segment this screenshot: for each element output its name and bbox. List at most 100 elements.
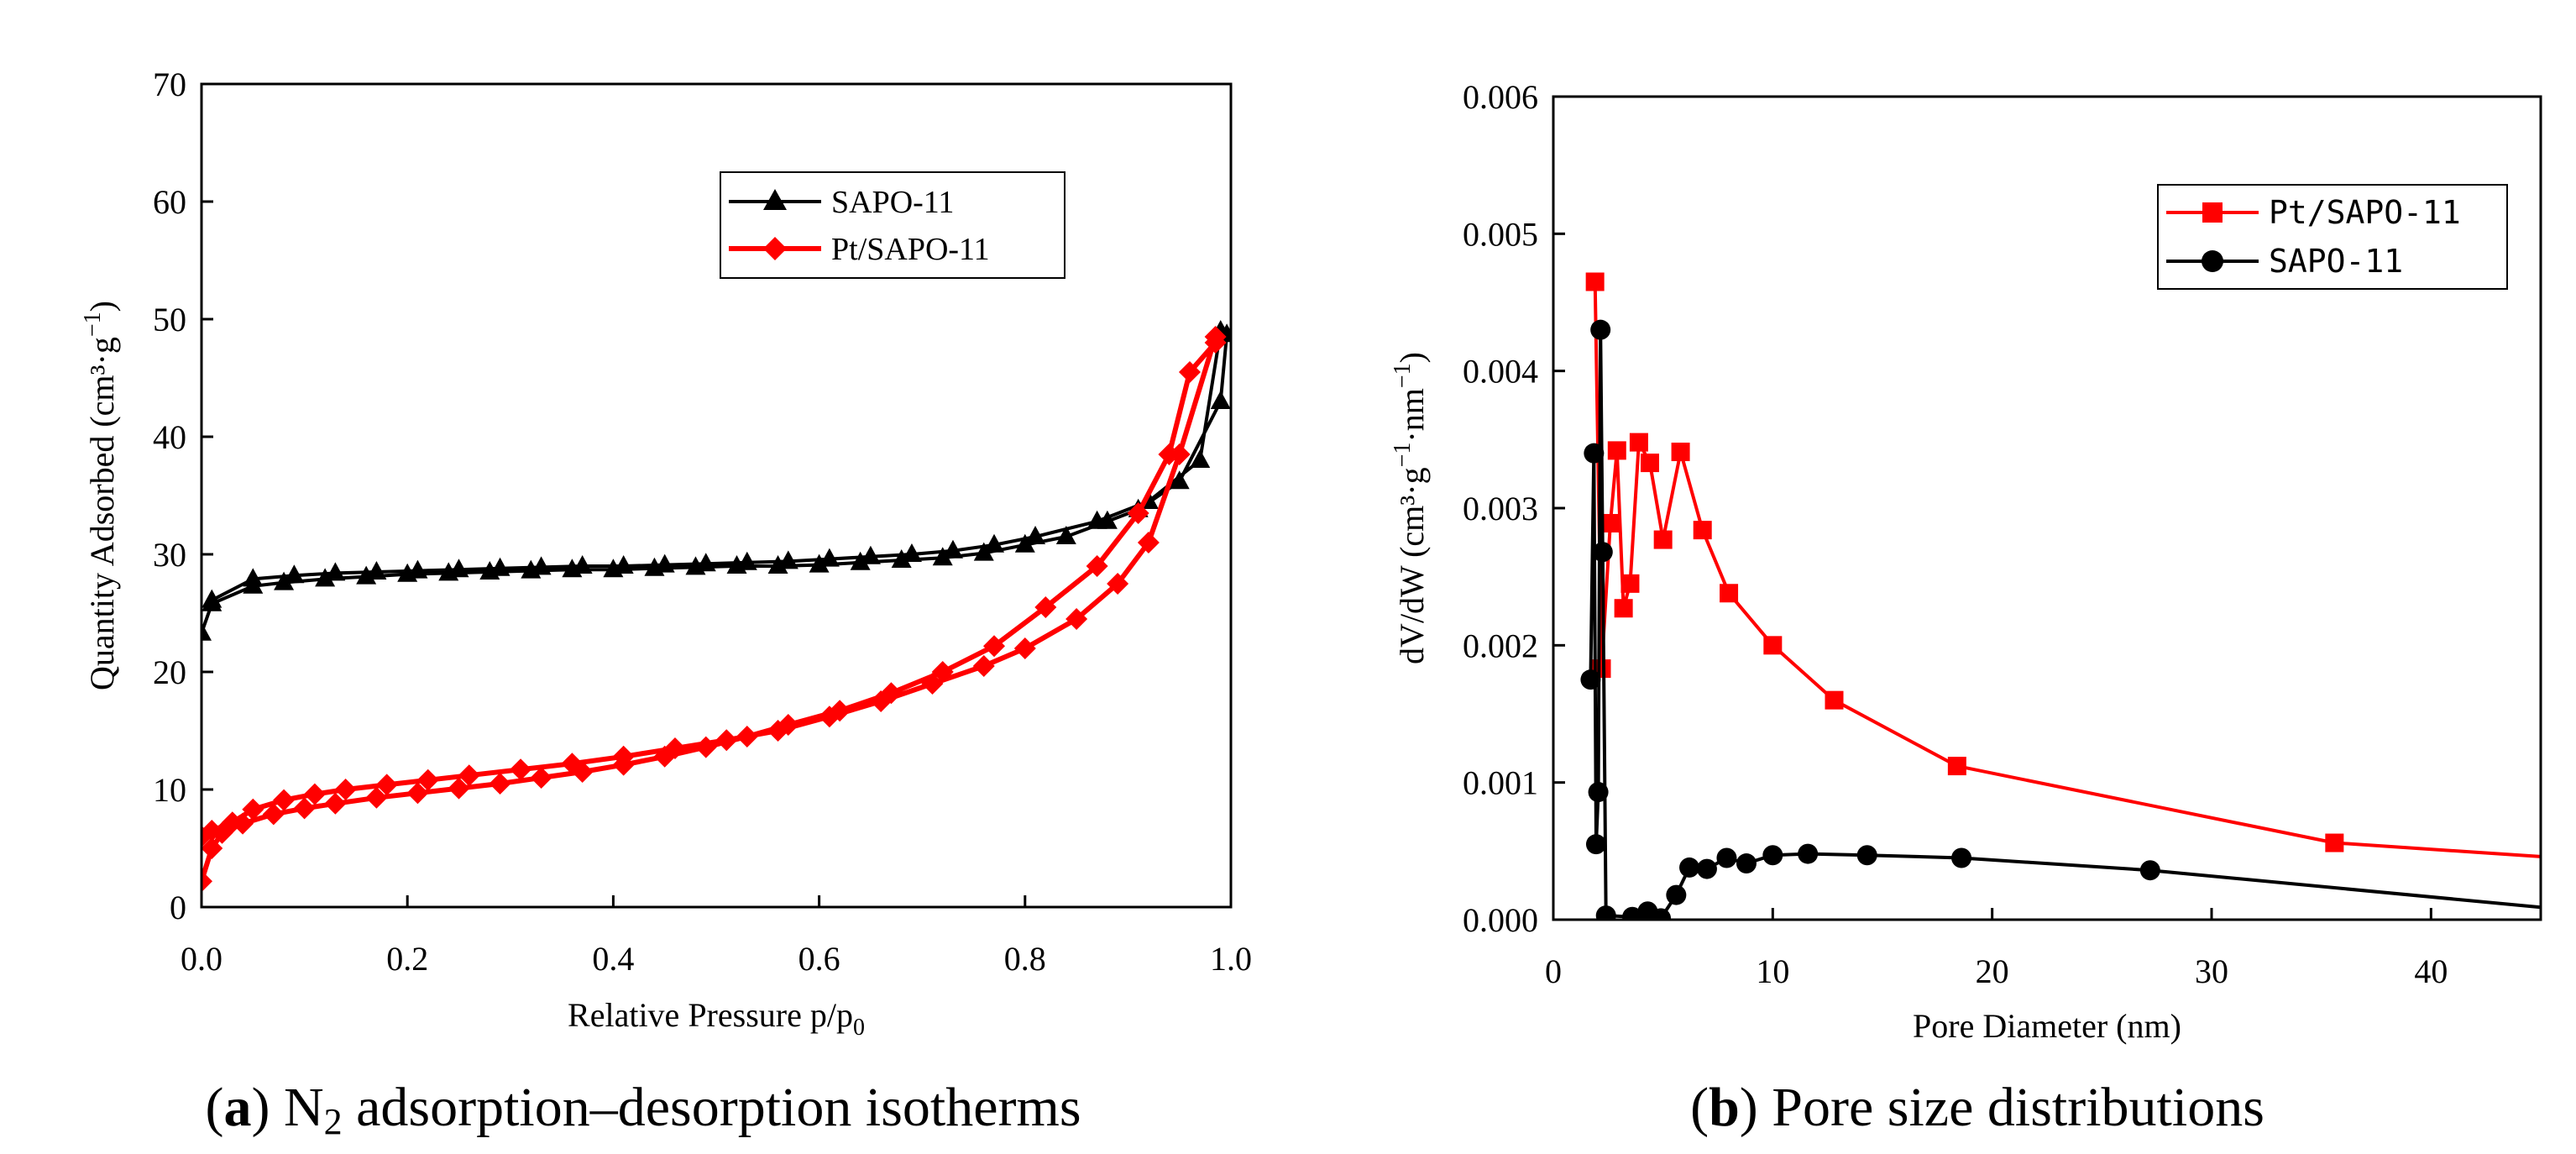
panel-a-legend-label-pt-sapo11: Pt/SAPO-11 <box>831 232 990 267</box>
data-point-diamond <box>983 635 1006 658</box>
data-point-diamond <box>694 736 717 758</box>
panel-b-x-axis-label: Pore Diameter (nm) <box>1913 1007 2181 1045</box>
panel-b-legend-box <box>2157 184 2508 290</box>
panel-a-legend-box <box>720 171 1065 279</box>
data-point-square <box>1640 454 1659 473</box>
y-tick-label: 20 <box>153 653 186 691</box>
data-point-triangle <box>202 622 212 641</box>
data-point-circle <box>1595 905 1616 920</box>
data-point-triangle <box>819 548 840 567</box>
data-point-triangle <box>901 543 922 562</box>
data-point-triangle <box>860 545 881 564</box>
data-point-diamond <box>1178 361 1201 383</box>
panel-a-plot-area <box>202 320 1231 893</box>
panel-a-frame <box>200 82 1233 909</box>
panel-b-legend-label-pt-sapo11: Pt/SAPO-11 <box>2269 194 2461 231</box>
data-point-diamond <box>365 786 388 809</box>
data-point-triangle <box>932 547 953 566</box>
data-point-triangle <box>448 559 469 578</box>
data-point-circle <box>1585 834 1606 855</box>
data-point-circle <box>1592 542 1613 563</box>
data-point-circle <box>1588 782 1609 803</box>
data-point-circle <box>1580 669 1601 690</box>
data-point-triangle <box>1025 526 1046 544</box>
series-group <box>202 320 1231 893</box>
panel-a-x-axis-label: Relative Pressure p/p0 <box>568 996 865 1041</box>
data-point-square <box>1614 599 1633 618</box>
data-point-diamond <box>406 782 429 805</box>
data-point-triangle <box>1055 526 1076 544</box>
data-point-diamond <box>334 779 357 800</box>
y-tick-label: 50 <box>153 301 186 338</box>
data-point-triangle <box>325 562 346 581</box>
data-point-diamond <box>1127 502 1149 524</box>
data-point-diamond <box>375 774 398 796</box>
panel-b-tick-labels: 0 10 20 30 40 0.000 0.001 0.002 0.003 0.004 0.005 0… <box>1463 78 2448 990</box>
x-tick-label: 0.0 <box>181 940 223 978</box>
data-point-circle <box>1798 843 1819 864</box>
data-point-square <box>1693 521 1712 540</box>
y-tick-label: 0.003 <box>1463 490 1538 527</box>
data-point-triangle <box>490 557 510 576</box>
data-point-diamond <box>818 706 840 728</box>
data-point-square <box>1671 443 1690 462</box>
data-point-diamond <box>202 837 223 859</box>
data-point-square <box>1629 433 1648 452</box>
data-point-triangle <box>1190 449 1211 468</box>
data-point-triangle <box>695 553 716 572</box>
data-point-diamond <box>324 792 347 815</box>
data-point-triangle <box>767 555 788 574</box>
legend-triangle-marker <box>763 189 787 210</box>
data-point-square <box>1720 584 1739 603</box>
series-line-pt-sapo-11 <box>1593 281 2541 858</box>
x-tick-label: 0 <box>1545 952 1562 990</box>
panel-a-caption: (a) N2 adsorption–desorption isotherms <box>205 1077 1081 1142</box>
data-point-diamond <box>448 777 470 800</box>
data-point-triangle <box>654 553 675 573</box>
data-point-diamond <box>921 673 944 695</box>
legend-circle-marker <box>2202 250 2223 272</box>
data-point-triangle <box>531 556 552 575</box>
data-point-triangle <box>202 589 223 608</box>
data-point-diamond <box>1107 573 1129 595</box>
data-point-circle <box>1666 884 1687 905</box>
data-point-diamond <box>202 826 212 847</box>
data-point-diamond <box>202 870 212 893</box>
series-group <box>1580 272 2541 920</box>
data-point-diamond <box>262 803 285 826</box>
data-point-square <box>1585 272 1605 291</box>
data-point-diamond <box>303 783 326 805</box>
data-point-diamond <box>561 753 584 775</box>
legend-square-marker <box>2202 202 2223 223</box>
legend-diamond-marker <box>763 237 787 260</box>
data-point-diamond <box>1086 555 1108 577</box>
y-tick-label: 0.006 <box>1463 78 1538 116</box>
data-point-square <box>1947 757 1966 776</box>
data-point-square <box>1825 690 1844 710</box>
panel-b-legend-label-sapo11: SAPO-11 <box>2269 243 2403 280</box>
y-tick-label: 40 <box>153 418 186 456</box>
panel-a-legend: SAPO-11 Pt/SAPO-11 <box>720 171 1065 279</box>
data-point-triangle <box>284 564 305 584</box>
data-point-circle <box>1584 443 1605 464</box>
x-tick-label: 1.0 <box>1210 940 1252 978</box>
data-point-diamond <box>1204 326 1227 348</box>
data-point-circle <box>1622 906 1643 920</box>
data-point-triangle <box>366 561 387 580</box>
data-point-triangle <box>973 542 994 561</box>
y-tick-label: 0 <box>170 889 186 926</box>
data-point-square <box>1763 636 1783 655</box>
x-tick-label: 0.6 <box>798 940 840 978</box>
data-point-circle <box>1951 847 1972 868</box>
data-point-circle <box>1762 845 1783 866</box>
y-tick-label: 10 <box>153 771 186 809</box>
data-point-circle <box>2139 860 2160 881</box>
y-tick-label: 60 <box>153 183 186 221</box>
y-tick-label: 0.004 <box>1463 353 1538 391</box>
data-point-diamond <box>458 764 480 787</box>
data-point-diamond <box>931 661 954 683</box>
data-point-diamond <box>870 690 893 712</box>
data-point-diamond <box>273 789 296 811</box>
series-line-sapo-11 <box>1589 328 2541 920</box>
data-point-diamond <box>242 798 264 821</box>
